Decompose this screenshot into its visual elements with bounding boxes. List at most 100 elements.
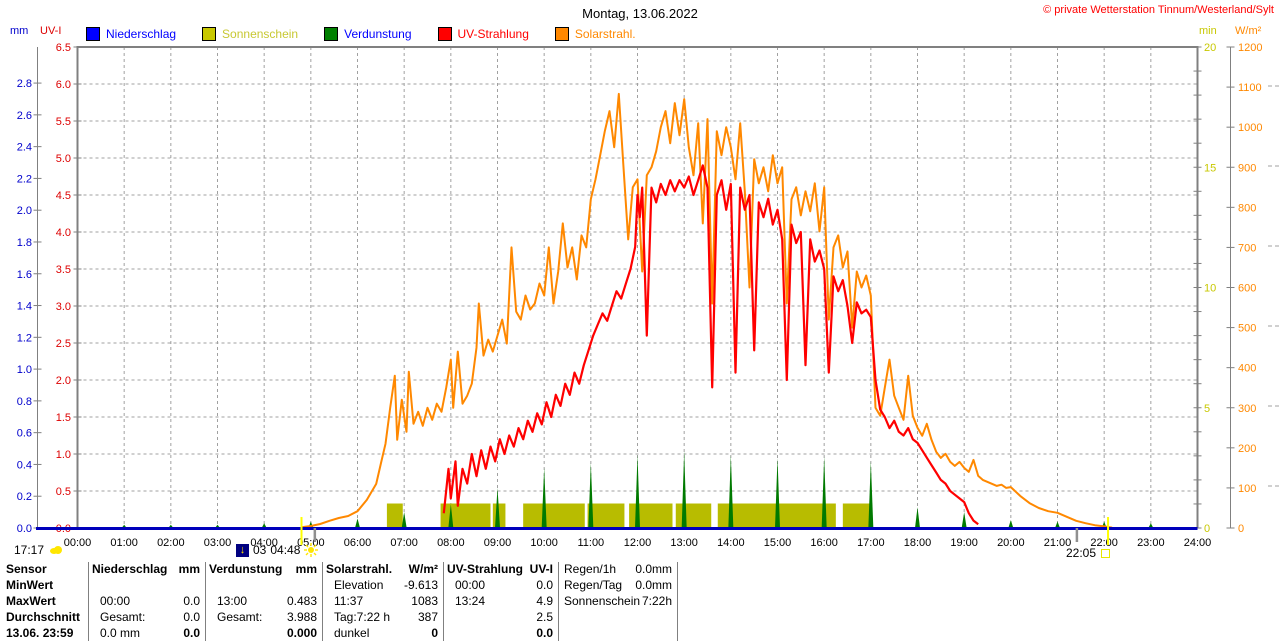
uvi-axis-tick-label: 0.5 (56, 486, 71, 498)
table-cell-label: Tag:7:22 h (334, 610, 391, 624)
verdunstung-spike (355, 518, 360, 528)
table-cell-value: 1083 (411, 594, 438, 608)
table-row-label: Sensor (6, 562, 47, 576)
table-separator (88, 562, 89, 641)
wm2-axis-tick-label: 100 (1238, 483, 1256, 495)
table-col-title: UV-Strahlung (447, 562, 524, 576)
verdunstung-spike (401, 512, 407, 528)
verdunstung-spike (261, 523, 267, 528)
verdunstung-spike (915, 507, 920, 528)
uv-strahlung-swatch-icon (437, 27, 452, 41)
hour-label: 10:00 (530, 537, 558, 549)
solar-curve (301, 92, 1113, 529)
wm2-axis-tick-label: 200 (1238, 443, 1256, 455)
table-row-label: MinWert (6, 578, 54, 592)
moonset-arrow-icon: ↓ (236, 543, 249, 557)
niederschlag-swatch-icon (86, 27, 100, 41)
hour-label: 19:00 (950, 537, 978, 549)
uvi-axis-tick-label: 6.5 (56, 42, 71, 54)
table-separator (443, 562, 444, 641)
mm-axis-tick-label: 0.0 (17, 523, 32, 535)
sunset-time: 22:05 (1066, 546, 1097, 560)
mm-axis-tick-label: 1.0 (17, 364, 32, 376)
table-cell-label: 00:00 (100, 594, 131, 608)
hour-label: 04:00 (250, 537, 278, 549)
legend-item-uv-strahlung: UV-Strahlung (437, 27, 529, 41)
table-row-label: Durchschnitt (6, 610, 81, 624)
table-cell-value: 0.000 (286, 626, 317, 640)
mm-axis-tick-label: 2.0 (17, 205, 32, 217)
moon-time: 17:17 (14, 543, 45, 557)
table-cell-label: 11:37 (334, 594, 364, 608)
legend-label: UV-Strahlung (457, 27, 529, 41)
mm-axis-tick-label: 1.8 (17, 237, 32, 249)
sonnenschein-swatch-icon (202, 27, 217, 41)
wm2-axis-unit-label: W/m² (1235, 25, 1262, 37)
info-value: 0.0mm (635, 562, 672, 576)
table-cell-value: 0.0 (536, 626, 553, 640)
verdunstung-spike (961, 512, 967, 528)
uvi-axis-tick-label: 6.0 (56, 79, 71, 91)
table-col-title: Solarstrahl. (326, 562, 393, 576)
legend-label: Niederschlag (106, 27, 177, 41)
table-cell-value: 0.0 (183, 626, 200, 640)
table-cell-label: dunkel (334, 626, 370, 640)
mm-axis-tick-label: 0.6 (17, 428, 32, 440)
hour-label: 02:00 (157, 537, 185, 549)
hour-label: 12:00 (624, 537, 652, 549)
wm2-axis-tick-label: 600 (1238, 283, 1256, 295)
sunshine-bar (587, 503, 625, 528)
mm-axis-tick-label: 2.2 (17, 173, 32, 185)
table-separator (677, 562, 678, 641)
min-axis-tick-label: 0 (1204, 523, 1210, 535)
table-cell-value: 387 (417, 610, 438, 624)
uvi-axis-tick-label: 2.0 (56, 375, 71, 387)
copyright-text: © private Wetterstation Tinnum/Westerlan… (1043, 4, 1274, 16)
hour-label: 16:00 (810, 537, 838, 549)
table-cell-label: Gesamt: (100, 610, 146, 624)
legend: Niederschlag Sonnenschein Verdunstung UV… (86, 27, 636, 41)
hour-label: 06:00 (344, 537, 372, 549)
sunshine-bar (386, 503, 403, 528)
table-col-title: Verdunstung (209, 562, 283, 576)
wm2-axis-tick-label: 1200 (1238, 42, 1262, 54)
sunset-icon (1101, 548, 1111, 558)
uvi-axis-tick-label: 3.0 (56, 301, 71, 313)
wm2-axis-tick-label: 1000 (1238, 122, 1262, 134)
min-axis-tick-label: 20 (1204, 42, 1216, 54)
table-separator (558, 562, 559, 641)
verdunstung-spike (1148, 523, 1154, 528)
info-value: 0.0mm (635, 578, 672, 592)
uv-curve (442, 164, 979, 526)
hour-label: 23:00 (1137, 537, 1165, 549)
moon-time-group: 17:17 (14, 543, 63, 557)
page-title: Montag, 13.06.2022 (582, 6, 698, 21)
hour-label: 17:00 (857, 537, 885, 549)
min-axis-tick-label: 10 (1204, 283, 1216, 295)
table-cell-value: 4.9 (536, 594, 553, 608)
table-cell-label: 13:00 (217, 594, 248, 608)
legend-item-verdunstung: Verdunstung (324, 27, 412, 41)
hour-label: 11:00 (577, 537, 604, 549)
table-cell-label: 13:24 (455, 594, 486, 608)
verdunstung-spike (821, 456, 827, 528)
hour-label: 03:00 (204, 537, 232, 549)
hour-label: 07:00 (390, 537, 418, 549)
verdunstung-spike (495, 488, 500, 528)
hour-label: 14:00 (717, 537, 745, 549)
table-col-title: Niederschlag (92, 562, 168, 576)
table-col-unit: mm (178, 562, 200, 576)
table-row-label: MaxWert (6, 594, 56, 608)
stats-table: Sensor MinWert MaxWert Durchschnitt 13.06. 2… (0, 560, 1280, 641)
legend-item-solarstrahl: Solarstrahl. (554, 27, 636, 41)
table-row-label: 13.06. 23:59 (6, 626, 74, 640)
table-cell-value: 0.0 (183, 610, 200, 624)
hour-label: 01:00 (110, 537, 138, 549)
mm-axis-tick-label: 1.4 (17, 301, 32, 313)
wm2-axis-tick-label: 900 (1238, 162, 1256, 174)
mm-axis-tick-label: 0.4 (17, 459, 32, 471)
table-cell-value: 0 (431, 626, 438, 640)
wm2-axis-tick-label: 0 (1238, 523, 1244, 535)
legend-label: Verdunstung (344, 27, 412, 41)
table-col-unit: UV-I (529, 562, 553, 576)
